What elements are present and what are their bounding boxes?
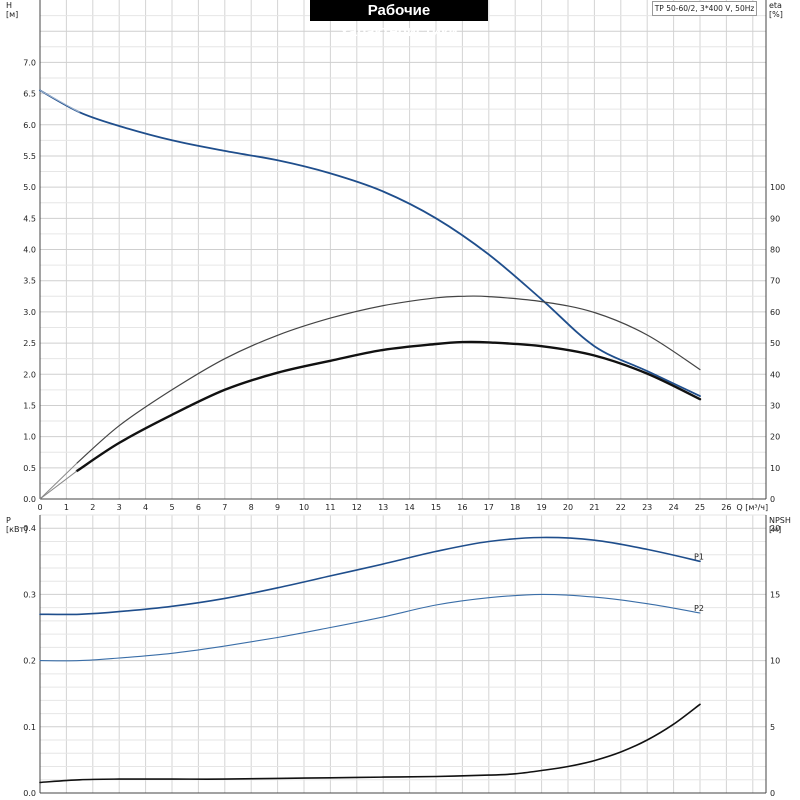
x-tick-label: 24 xyxy=(669,503,679,512)
y2-axis-unit: [%] xyxy=(769,10,783,19)
x-tick-label: 6 xyxy=(196,503,201,512)
x-tick-label: 20 xyxy=(563,503,573,512)
x-axis-title: Q [м³/ч] xyxy=(736,503,768,512)
eta-curve-extension xyxy=(39,462,78,500)
x-tick-label: 18 xyxy=(510,503,520,512)
y-axis-title: H xyxy=(6,1,12,10)
series-line-h xyxy=(39,89,701,397)
x-tick-label: 2 xyxy=(90,503,95,512)
x-tick-label: 19 xyxy=(537,503,547,512)
y-tick-label: 2.0 xyxy=(23,370,36,379)
y-tick-label: 6.5 xyxy=(23,90,36,99)
x-tick-label: 5 xyxy=(169,503,174,512)
x-tick-label: 13 xyxy=(378,503,388,512)
y-tick-label: 0.0 xyxy=(23,495,36,504)
y-tick-label: 1.0 xyxy=(23,433,36,442)
y2-tick-label: 10 xyxy=(770,464,780,473)
y2-tick-label: 70 xyxy=(770,277,780,286)
y2-tick-label: 15 xyxy=(770,590,780,599)
y-tick-label: 0.1 xyxy=(23,723,36,732)
series-line-eta_total xyxy=(75,340,702,473)
x-tick-label: 21 xyxy=(589,503,599,512)
chart-title: Рабочие характеристики xyxy=(310,0,488,40)
x-tick-label: 3 xyxy=(117,503,122,512)
y-tick-label: 0.2 xyxy=(23,657,36,666)
y2-tick-label: 30 xyxy=(770,401,780,410)
series-line-p2 xyxy=(39,593,701,662)
y2-tick-label: 80 xyxy=(770,246,780,255)
y-tick-label: 5.0 xyxy=(23,183,36,192)
series-line-npsh xyxy=(39,703,701,784)
x-tick-label: 0 xyxy=(37,503,42,512)
x-tick-label: 23 xyxy=(642,503,652,512)
y-axis-unit: [м] xyxy=(6,10,18,19)
y2-tick-label: 50 xyxy=(770,339,780,348)
x-tick-label: 7 xyxy=(222,503,227,512)
y2-tick-label: 5 xyxy=(770,723,775,732)
x-tick-label: 25 xyxy=(695,503,705,512)
series-line-eta_pump xyxy=(76,295,701,464)
y2-tick-label: 100 xyxy=(770,183,785,192)
y2-axis-unit: [м] xyxy=(769,525,781,534)
y-tick-label: 4.5 xyxy=(23,214,36,223)
y-tick-label: 7.0 xyxy=(23,58,36,67)
y-tick-label: 0.0 xyxy=(23,789,36,798)
x-tick-label: 17 xyxy=(484,503,494,512)
y-axis-title: P xyxy=(6,516,11,525)
x-tick-label: 11 xyxy=(325,503,335,512)
y2-tick-label: 20 xyxy=(770,433,780,442)
x-tick-label: 22 xyxy=(616,503,626,512)
pump-model-label: TP 50-60/2, 3*400 V, 50Hz xyxy=(652,1,757,16)
y-tick-label: 0.4 xyxy=(23,524,36,533)
x-tick-label: 16 xyxy=(457,503,467,512)
y2-tick-label: 20 xyxy=(770,524,780,533)
y2-axis-title: NPSH xyxy=(769,516,791,525)
x-tick-label: 14 xyxy=(405,503,415,512)
x-tick-label: 1 xyxy=(64,503,69,512)
series-label-p1: P1 xyxy=(694,552,704,561)
y-tick-label: 4.0 xyxy=(23,246,36,255)
series-line-p1 xyxy=(39,536,701,616)
y-tick-label: 1.5 xyxy=(23,401,36,410)
y-tick-label: 2.5 xyxy=(23,339,36,348)
y2-tick-label: 0 xyxy=(770,495,775,504)
y2-axis-title: eta xyxy=(769,1,782,10)
y-tick-label: 3.0 xyxy=(23,308,36,317)
x-tick-label: 9 xyxy=(275,503,280,512)
y-tick-label: 3.5 xyxy=(23,277,36,286)
x-tick-label: 4 xyxy=(143,503,148,512)
series-label-p2: P2 xyxy=(694,604,704,613)
y2-tick-label: 0 xyxy=(770,789,775,798)
x-tick-label: 26 xyxy=(721,503,731,512)
x-tick-label: 15 xyxy=(431,503,441,512)
y-tick-label: 5.5 xyxy=(23,152,36,161)
y-tick-label: 0.3 xyxy=(23,590,36,599)
y2-tick-label: 40 xyxy=(770,370,780,379)
y-axis-unit: [кВт] xyxy=(6,525,27,534)
y2-tick-label: 60 xyxy=(770,308,780,317)
y-tick-label: 0.5 xyxy=(23,464,36,473)
h-curve-extension xyxy=(39,90,80,113)
x-tick-label: 10 xyxy=(299,503,309,512)
x-tick-label: 8 xyxy=(249,503,254,512)
eta-curve-extension xyxy=(39,470,78,500)
y2-tick-label: 10 xyxy=(770,657,780,666)
y-tick-label: 6.0 xyxy=(23,121,36,130)
y2-tick-label: 90 xyxy=(770,214,780,223)
x-tick-label: 12 xyxy=(352,503,362,512)
